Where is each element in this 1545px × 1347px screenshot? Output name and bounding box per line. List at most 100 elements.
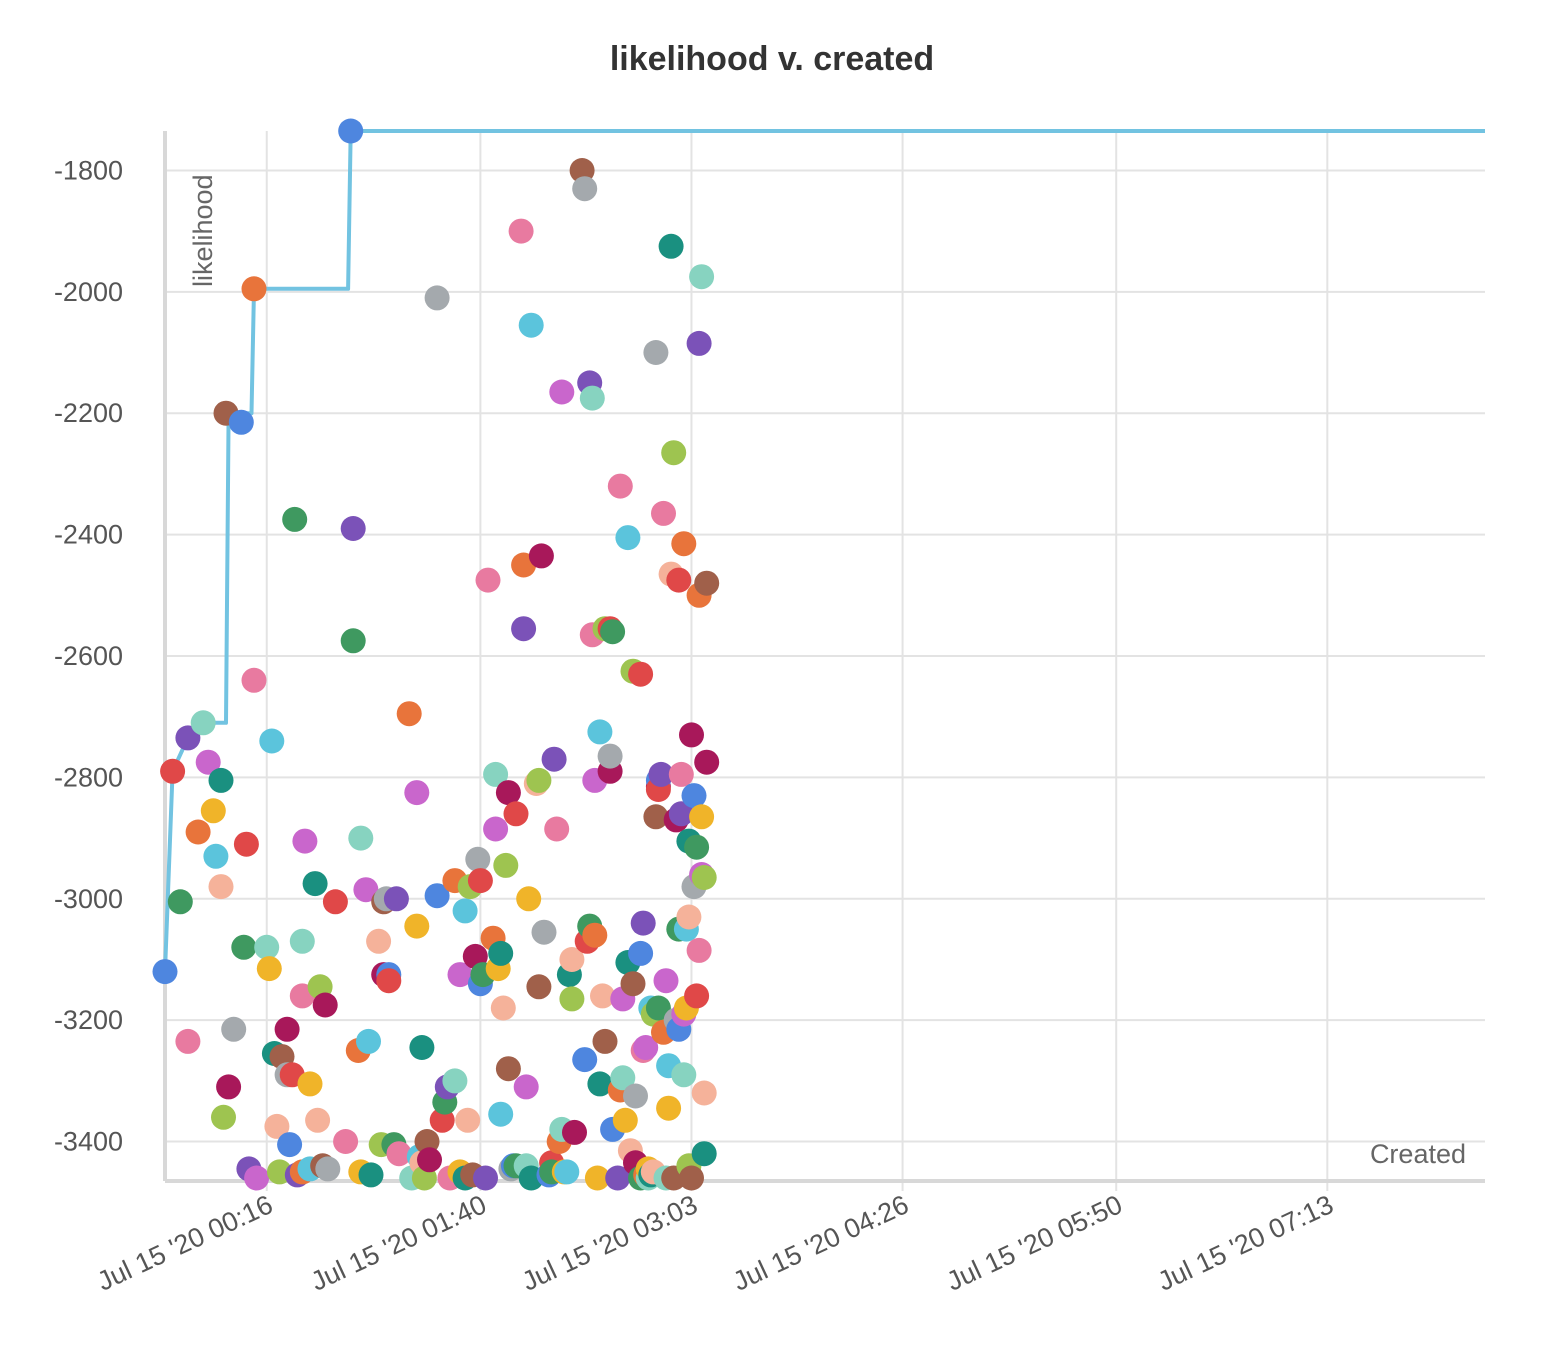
data-point[interactable] — [289, 928, 315, 954]
data-point[interactable] — [333, 1129, 359, 1154]
data-point[interactable] — [228, 409, 254, 435]
data-point[interactable] — [597, 743, 623, 769]
data-point[interactable] — [152, 959, 178, 985]
data-point[interactable] — [684, 983, 710, 1009]
data-point[interactable] — [495, 1056, 521, 1082]
data-point[interactable] — [292, 828, 318, 854]
data-point[interactable] — [572, 1047, 598, 1073]
data-point[interactable] — [175, 1028, 201, 1054]
data-point[interactable] — [274, 1016, 300, 1042]
data-point[interactable] — [628, 940, 654, 966]
data-point[interactable] — [259, 728, 285, 754]
data-point[interactable] — [264, 1113, 290, 1139]
data-point[interactable] — [503, 801, 529, 827]
data-point[interactable] — [587, 1071, 613, 1097]
data-point[interactable] — [600, 619, 626, 645]
data-point[interactable] — [691, 865, 717, 890]
data-point[interactable] — [508, 218, 534, 244]
data-point[interactable] — [668, 761, 694, 787]
data-point[interactable] — [241, 276, 267, 302]
data-point[interactable] — [447, 962, 473, 988]
data-point[interactable] — [282, 506, 308, 532]
data-point[interactable] — [488, 1101, 514, 1127]
data-point[interactable] — [679, 722, 704, 748]
data-point[interactable] — [353, 877, 379, 903]
data-point[interactable] — [694, 749, 720, 775]
data-point[interactable] — [579, 385, 605, 411]
data-point[interactable] — [404, 780, 430, 806]
data-point[interactable] — [322, 889, 348, 915]
data-point[interactable] — [297, 1071, 323, 1097]
data-point[interactable] — [691, 1080, 717, 1106]
data-point[interactable] — [160, 758, 186, 784]
data-point[interactable] — [208, 767, 234, 793]
data-point[interactable] — [645, 995, 671, 1021]
data-point[interactable] — [531, 919, 557, 945]
data-point[interactable] — [356, 1028, 381, 1054]
data-point[interactable] — [490, 995, 516, 1021]
data-point[interactable] — [221, 1016, 247, 1042]
data-point[interactable] — [167, 889, 193, 915]
data-point[interactable] — [610, 1065, 636, 1091]
data-point[interactable] — [671, 531, 697, 557]
data-point[interactable] — [643, 340, 669, 365]
data-point[interactable] — [541, 746, 567, 772]
data-point[interactable] — [544, 816, 570, 842]
data-point[interactable] — [518, 312, 544, 338]
data-point[interactable] — [633, 1035, 659, 1060]
data-point[interactable] — [666, 567, 692, 593]
data-point[interactable] — [605, 1165, 631, 1191]
data-point[interactable] — [526, 974, 552, 1000]
data-point[interactable] — [668, 801, 694, 827]
data-point[interactable] — [691, 1141, 717, 1167]
data-point[interactable] — [241, 667, 267, 693]
data-point[interactable] — [302, 871, 328, 897]
data-point[interactable] — [694, 570, 720, 596]
data-point[interactable] — [256, 956, 282, 982]
data-point[interactable] — [651, 500, 676, 526]
data-point[interactable] — [358, 1162, 384, 1188]
data-point[interactable] — [554, 1159, 580, 1185]
data-point[interactable] — [653, 968, 679, 994]
data-point[interactable] — [424, 883, 450, 909]
data-point[interactable] — [679, 1165, 704, 1191]
data-point[interactable] — [630, 910, 656, 936]
data-point[interactable] — [254, 934, 280, 960]
data-point[interactable] — [623, 1083, 648, 1109]
data-point[interactable] — [396, 701, 422, 727]
data-point[interactable] — [244, 1165, 270, 1191]
data-point[interactable] — [348, 825, 374, 851]
data-point[interactable] — [465, 846, 491, 872]
data-point[interactable] — [612, 1107, 638, 1133]
data-point[interactable] — [211, 1104, 236, 1130]
data-point[interactable] — [475, 567, 501, 593]
data-point[interactable] — [681, 783, 707, 809]
data-point[interactable] — [305, 1107, 331, 1133]
data-point[interactable] — [424, 285, 450, 311]
data-point[interactable] — [414, 1129, 440, 1154]
data-point[interactable] — [417, 1147, 442, 1173]
data-point[interactable] — [686, 937, 712, 963]
data-point[interactable] — [658, 233, 684, 259]
data-point[interactable] — [661, 440, 687, 466]
data-point[interactable] — [511, 616, 537, 642]
data-point[interactable] — [473, 1165, 498, 1191]
data-point[interactable] — [549, 379, 575, 405]
data-point[interactable] — [452, 898, 478, 924]
data-point[interactable] — [528, 543, 554, 569]
data-point[interactable] — [620, 971, 646, 997]
data-point[interactable] — [366, 928, 392, 954]
data-point[interactable] — [483, 816, 509, 842]
data-point[interactable] — [676, 904, 702, 930]
data-point[interactable] — [582, 922, 608, 948]
data-point[interactable] — [559, 986, 585, 1012]
data-point[interactable] — [216, 1074, 242, 1100]
data-point[interactable] — [386, 1141, 412, 1167]
data-point[interactable] — [592, 1028, 618, 1054]
data-point[interactable] — [495, 780, 521, 806]
data-point[interactable] — [442, 1068, 468, 1094]
data-point[interactable] — [195, 749, 221, 775]
data-point[interactable] — [467, 868, 493, 894]
data-point[interactable] — [277, 1132, 303, 1158]
data-point[interactable] — [315, 1156, 341, 1182]
